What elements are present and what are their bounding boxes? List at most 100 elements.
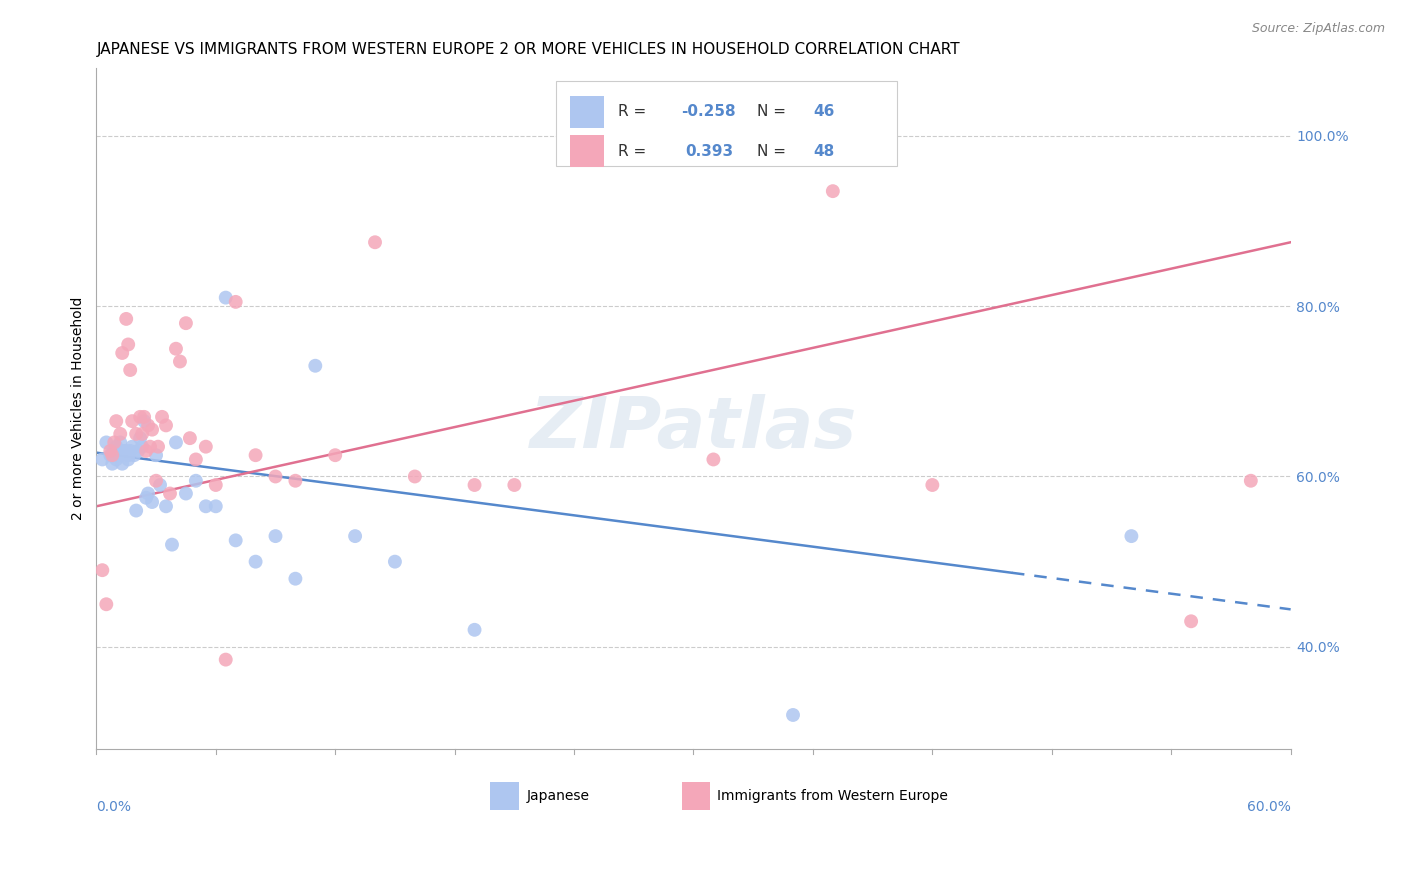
- Point: [149, 478, 172, 492]
- Point: [184, 474, 207, 488]
- Point: [344, 529, 367, 543]
- Point: [105, 452, 128, 467]
- Text: ZIPatlas: ZIPatlas: [530, 394, 858, 463]
- Text: Japanese: Japanese: [526, 789, 589, 803]
- Point: [782, 708, 804, 723]
- Point: [323, 448, 346, 462]
- Point: [184, 452, 207, 467]
- Point: [145, 448, 167, 462]
- Text: 0.0%: 0.0%: [97, 800, 131, 814]
- Point: [141, 495, 163, 509]
- Point: [121, 414, 143, 428]
- Point: [225, 294, 247, 309]
- Point: [174, 316, 197, 330]
- Y-axis label: 2 or more Vehicles in Household: 2 or more Vehicles in Household: [72, 297, 86, 520]
- Text: Source: ZipAtlas.com: Source: ZipAtlas.com: [1251, 22, 1385, 36]
- Point: [503, 478, 526, 492]
- Point: [643, 124, 665, 138]
- Point: [91, 452, 114, 467]
- Point: [110, 448, 132, 462]
- Point: [155, 500, 177, 514]
- Point: [115, 444, 138, 458]
- Point: [110, 426, 132, 441]
- Point: [165, 342, 187, 356]
- Point: [245, 448, 267, 462]
- Point: [194, 440, 217, 454]
- Text: JAPANESE VS IMMIGRANTS FROM WESTERN EUROPE 2 OR MORE VEHICLES IN HOUSEHOLD CORRE: JAPANESE VS IMMIGRANTS FROM WESTERN EURO…: [97, 42, 960, 57]
- Point: [1121, 529, 1143, 543]
- Point: [98, 444, 121, 458]
- Point: [122, 448, 145, 462]
- Point: [384, 555, 406, 569]
- Point: [155, 418, 177, 433]
- Point: [96, 435, 118, 450]
- Point: [110, 435, 132, 450]
- Point: [134, 409, 156, 424]
- Point: [101, 448, 124, 462]
- Point: [194, 500, 217, 514]
- Point: [117, 452, 139, 467]
- Point: [215, 291, 238, 305]
- Point: [131, 440, 153, 454]
- Text: 0.393: 0.393: [685, 144, 734, 159]
- Point: [129, 431, 152, 445]
- Point: [464, 478, 486, 492]
- Point: [107, 448, 129, 462]
- Point: [131, 426, 153, 441]
- Bar: [571, 135, 605, 168]
- Point: [245, 555, 267, 569]
- Text: Immigrants from Western Europe: Immigrants from Western Europe: [717, 789, 948, 803]
- Text: 60.0%: 60.0%: [1247, 800, 1291, 814]
- Point: [284, 572, 307, 586]
- Point: [146, 440, 169, 454]
- Point: [120, 363, 142, 377]
- Point: [404, 469, 426, 483]
- Point: [204, 478, 226, 492]
- Point: [91, 563, 114, 577]
- Point: [125, 426, 148, 441]
- Point: [702, 452, 724, 467]
- Point: [112, 444, 135, 458]
- Point: [364, 235, 387, 250]
- Point: [115, 312, 138, 326]
- Point: [134, 414, 156, 428]
- Point: [179, 431, 201, 445]
- Point: [117, 448, 139, 462]
- Text: N =: N =: [756, 144, 790, 159]
- Point: [165, 435, 187, 450]
- Point: [111, 346, 134, 360]
- Point: [204, 500, 226, 514]
- Point: [105, 414, 128, 428]
- Text: 46: 46: [813, 104, 834, 120]
- Bar: [682, 781, 710, 810]
- Point: [1240, 474, 1263, 488]
- Point: [139, 440, 162, 454]
- Point: [129, 409, 152, 424]
- Text: 48: 48: [813, 144, 834, 159]
- Point: [111, 457, 134, 471]
- Point: [103, 444, 125, 458]
- Point: [225, 533, 247, 548]
- Point: [136, 418, 159, 433]
- Point: [160, 538, 183, 552]
- Text: R =: R =: [619, 144, 657, 159]
- Point: [101, 457, 124, 471]
- Bar: [491, 781, 519, 810]
- Point: [174, 486, 197, 500]
- Point: [117, 337, 139, 351]
- Point: [821, 184, 844, 198]
- Point: [103, 435, 125, 450]
- Point: [145, 474, 167, 488]
- Text: -0.258: -0.258: [682, 104, 737, 120]
- Point: [215, 652, 238, 666]
- Point: [136, 486, 159, 500]
- Point: [150, 409, 173, 424]
- Point: [96, 597, 118, 611]
- Point: [121, 440, 143, 454]
- FancyBboxPatch shape: [557, 81, 897, 167]
- Text: R =: R =: [619, 104, 651, 120]
- Point: [141, 423, 163, 437]
- Text: N =: N =: [756, 104, 790, 120]
- Point: [105, 440, 128, 454]
- Point: [125, 503, 148, 517]
